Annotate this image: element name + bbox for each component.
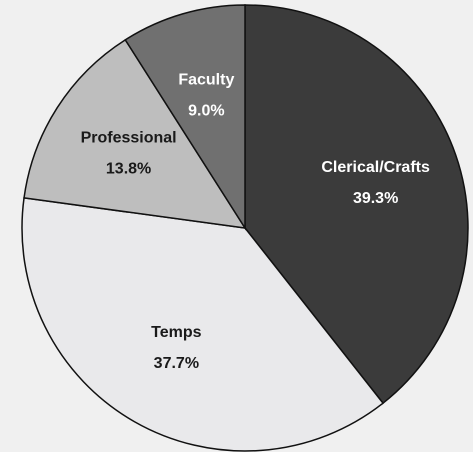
slice-label: Temps [151, 324, 201, 341]
slice-label: Faculty [178, 71, 234, 88]
slice-label: Professional [81, 130, 177, 147]
value-label: 13.8% [106, 161, 151, 178]
value-label: 9.0% [188, 102, 224, 119]
value-label: 39.3% [353, 190, 398, 207]
pie-slice [21, 197, 385, 452]
pie-slice [23, 38, 247, 229]
pie-slice [124, 4, 246, 231]
value-label: 37.7% [154, 355, 199, 372]
pie-slice [244, 4, 469, 405]
slice-label: Clerical/Crafts [321, 159, 430, 176]
